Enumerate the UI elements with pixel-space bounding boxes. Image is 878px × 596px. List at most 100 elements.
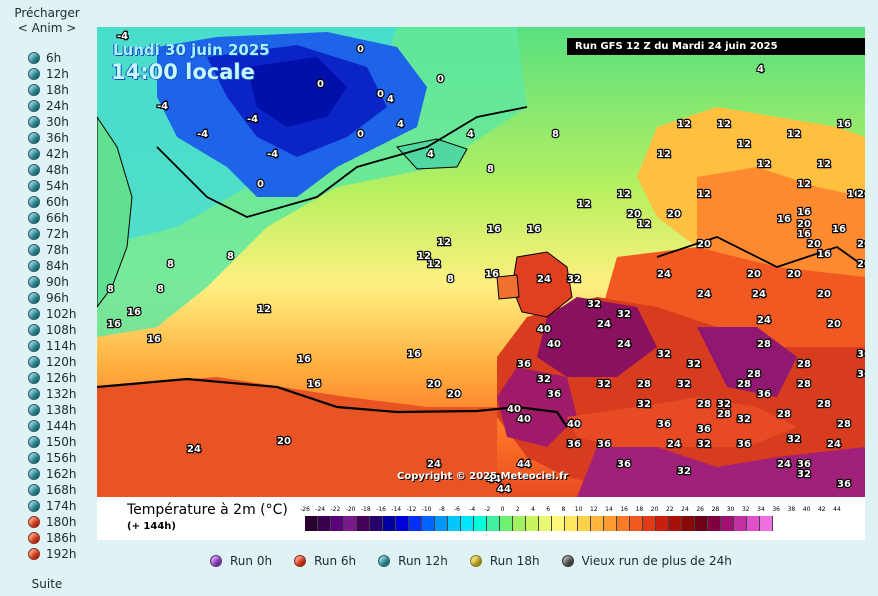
temperature-label: 12 — [437, 237, 451, 248]
forecast-step-36h[interactable]: 36h — [28, 130, 77, 146]
temperature-label: 16 — [147, 334, 161, 345]
forecast-step-48h[interactable]: 48h — [28, 162, 77, 178]
temperature-label: 4 — [397, 119, 404, 130]
run-info-banner: Run GFS 12 Z du Mardi 24 juin 2025 — [567, 38, 865, 55]
preload-link[interactable]: Précharger — [14, 6, 80, 20]
step-label: 138h — [46, 403, 77, 417]
temperature-label: 28 — [757, 339, 771, 350]
temperature-label: 28 — [797, 379, 811, 390]
temperature-label: 12 — [577, 199, 591, 210]
scale-tick-label: 16 — [620, 506, 628, 513]
contour-20-line — [97, 377, 568, 428]
run-legend-item[interactable]: Run 18h — [469, 554, 540, 568]
scale-tick-label: -18 — [360, 506, 371, 513]
forecast-step-84h[interactable]: 84h — [28, 258, 77, 274]
temperature-label: 16 — [817, 249, 831, 260]
temperature-label: -4 — [157, 101, 168, 112]
forecast-step-192h[interactable]: 192h — [28, 546, 77, 562]
forecast-step-150h[interactable]: 150h — [28, 434, 77, 450]
forecast-step-6h[interactable]: 6h — [28, 50, 77, 66]
scale-tick-label: -4 — [469, 506, 476, 513]
temperature-label: 28 — [637, 379, 651, 390]
temperature-label: 32 — [637, 399, 651, 410]
temperature-label: 8 — [167, 259, 174, 270]
forecast-step-108h[interactable]: 108h — [28, 322, 77, 338]
step-label: 24h — [46, 99, 69, 113]
scale-tick-label: 22 — [665, 506, 674, 513]
step-dot-icon — [28, 436, 40, 448]
scale-swatch — [734, 516, 747, 531]
scale-swatch — [578, 516, 591, 531]
scale-tick-label: -26 — [300, 506, 310, 513]
temperature-label: 12 — [427, 259, 441, 270]
scale-tick-label: 4 — [531, 506, 535, 513]
temperature-label: 28 — [817, 399, 831, 410]
forecast-step-12h[interactable]: 12h — [28, 66, 77, 82]
forecast-step-24h[interactable]: 24h — [28, 98, 77, 114]
temperature-labels: -4-4-4-4-4000000444448888888121212121212… — [106, 30, 865, 496]
scale-swatch — [318, 516, 331, 531]
run-label: Run 18h — [489, 554, 540, 568]
forecast-step-18h[interactable]: 18h — [28, 82, 77, 98]
temperature-label: -4 — [117, 31, 128, 42]
temperature-label: 32 — [617, 309, 631, 320]
run-dot-icon — [561, 555, 574, 567]
temperature-label: 8 — [227, 251, 234, 262]
anim-link[interactable]: < Anim > — [17, 21, 77, 35]
temperature-label: 12 — [417, 251, 431, 262]
run-legend-item[interactable]: Run 6h — [294, 554, 356, 568]
forecast-step-102h[interactable]: 102h — [28, 306, 77, 322]
temperature-label: 16 — [777, 214, 791, 225]
scale-tick-label: 26 — [696, 506, 704, 513]
temperature-label: 28 — [797, 359, 811, 370]
temperature-label: 44 — [497, 484, 511, 495]
forecast-step-156h[interactable]: 156h — [28, 450, 77, 466]
left-panel: Précharger < Anim > 6h 12h 18h 24h 30h 36h 42h… — [0, 0, 94, 596]
forecast-step-132h[interactable]: 132h — [28, 386, 77, 402]
step-label: 54h — [46, 179, 69, 193]
step-label: 42h — [46, 147, 69, 161]
forecast-step-144h[interactable]: 144h — [28, 418, 77, 434]
forecast-step-42h[interactable]: 42h — [28, 146, 77, 162]
forecast-step-180h[interactable]: 180h — [28, 514, 77, 530]
forecast-step-90h[interactable]: 90h — [28, 274, 77, 290]
run-legend-item[interactable]: Vieux run de plus de 24h — [561, 554, 732, 568]
step-dot-icon — [28, 324, 40, 336]
scale-swatch — [409, 516, 422, 531]
step-label: 162h — [46, 467, 77, 481]
forecast-step-168h[interactable]: 168h — [28, 482, 77, 498]
forecast-step-126h[interactable]: 126h — [28, 370, 77, 386]
scale-tick-label: -20 — [345, 506, 356, 513]
temperature-label: 16 — [487, 224, 501, 235]
forecast-step-60h[interactable]: 60h — [28, 194, 77, 210]
forecast-step-138h[interactable]: 138h — [28, 402, 77, 418]
temperature-label: 12 — [717, 119, 731, 130]
temperature-label: 36 — [517, 359, 531, 370]
forecast-step-66h[interactable]: 66h — [28, 210, 77, 226]
forecast-step-54h[interactable]: 54h — [28, 178, 77, 194]
forecast-step-96h[interactable]: 96h — [28, 290, 77, 306]
forecast-step-186h[interactable]: 186h — [28, 530, 77, 546]
forecast-step-162h[interactable]: 162h — [28, 466, 77, 482]
temperature-label: -4 — [247, 114, 258, 125]
iberia-heat-zone — [497, 367, 577, 447]
scale-swatch — [448, 516, 461, 531]
forecast-step-30h[interactable]: 30h — [28, 114, 77, 130]
temperature-label: 12 — [677, 119, 691, 130]
temperature-label: 24 — [777, 459, 791, 470]
temperature-label: 0 — [257, 179, 264, 190]
forecast-step-114h[interactable]: 114h — [28, 338, 77, 354]
italy-heat-zone — [697, 327, 797, 397]
scale-tick-label: 12 — [589, 506, 598, 513]
forecast-step-72h[interactable]: 72h — [28, 226, 77, 242]
run-legend: Run 0h Run 6h Run 12h Run 18h Vieux run de p… — [210, 554, 754, 568]
forecast-step-174h[interactable]: 174h — [28, 498, 77, 514]
suite-link[interactable]: Suite — [31, 577, 63, 591]
temperature-label: 20 — [747, 269, 761, 280]
run-legend-item[interactable]: Run 12h — [378, 554, 448, 568]
contour-20b-line — [656, 236, 865, 268]
scale-tick-label: 10 — [574, 506, 583, 513]
run-legend-item[interactable]: Run 0h — [210, 554, 272, 568]
forecast-step-78h[interactable]: 78h — [28, 242, 77, 258]
forecast-step-120h[interactable]: 120h — [28, 354, 77, 370]
